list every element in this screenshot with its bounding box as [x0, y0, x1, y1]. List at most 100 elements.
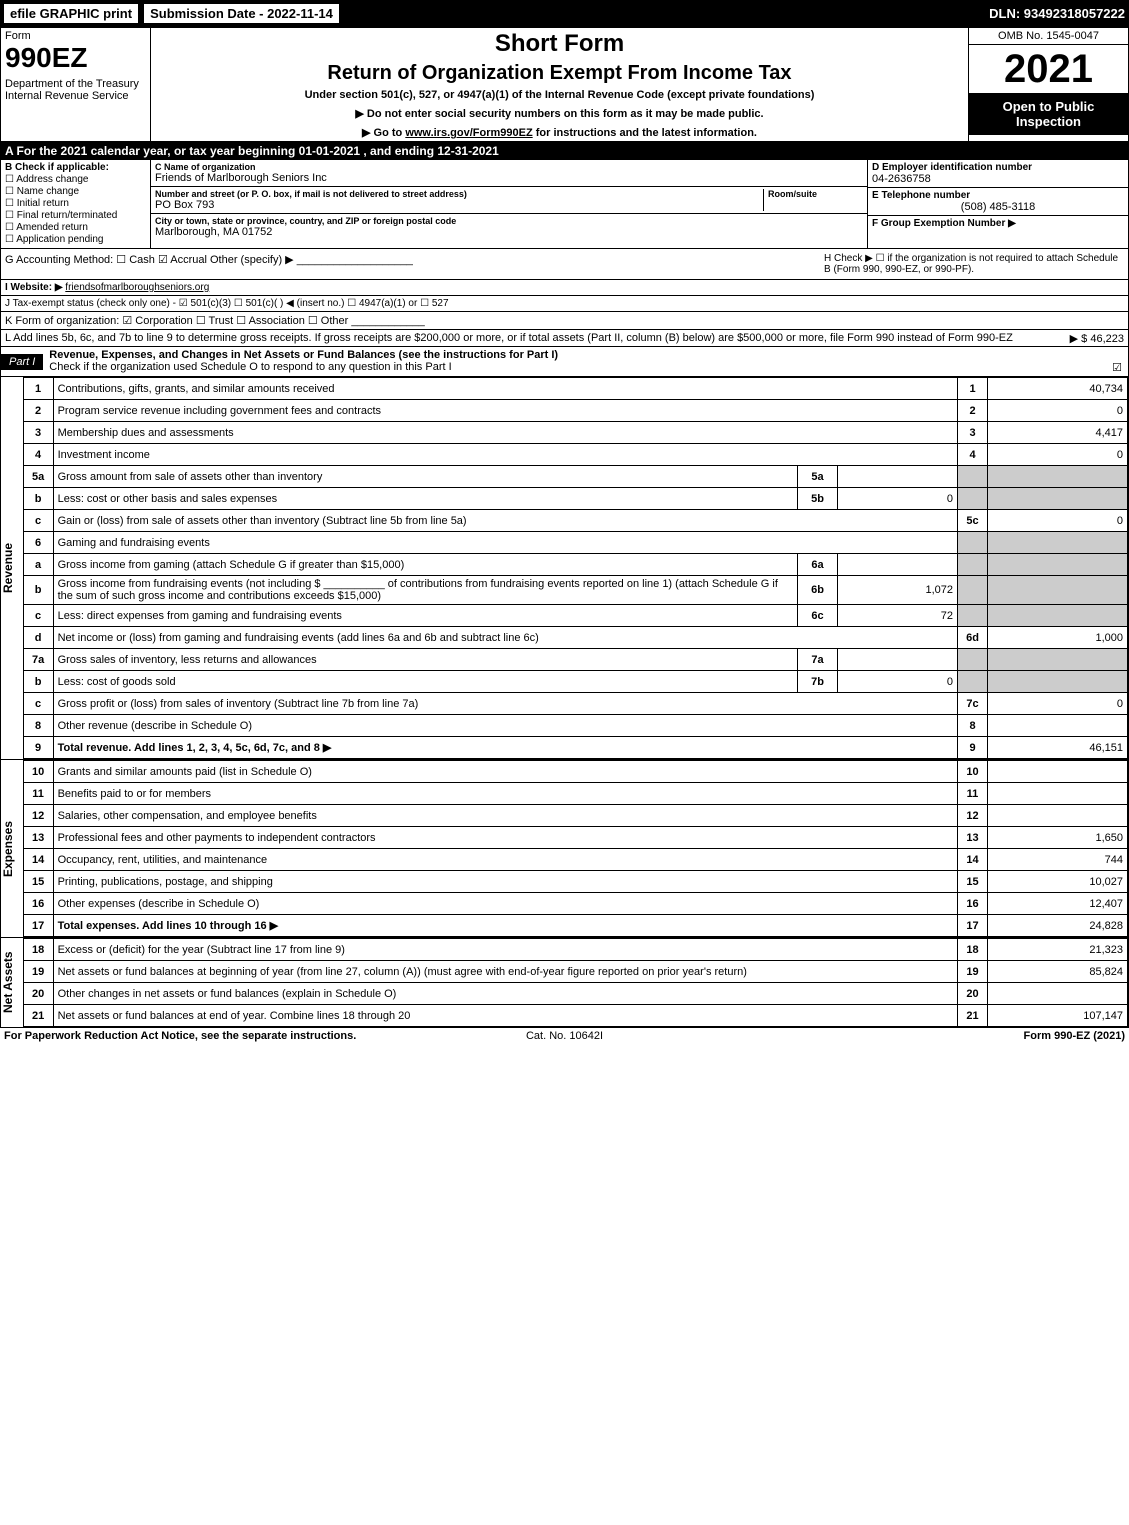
line-6d: dNet income or (loss) from gaming and fu…: [23, 627, 1127, 649]
chk-amended-return[interactable]: ☐ Amended return: [5, 222, 146, 233]
omb-number: OMB No. 1545-0047: [969, 28, 1128, 45]
tax-year: 2021: [969, 45, 1128, 93]
efile-label[interactable]: efile GRAPHIC print: [4, 4, 138, 23]
org-name-row: C Name of organization Friends of Marlbo…: [151, 160, 867, 187]
footer-left: For Paperwork Reduction Act Notice, see …: [4, 1030, 378, 1042]
section-e: E Telephone number (508) 485-3118: [868, 188, 1128, 216]
revenue-table: 1Contributions, gifts, grants, and simil…: [23, 377, 1128, 759]
line-6c: cLess: direct expenses from gaming and f…: [23, 605, 1127, 627]
line-a: A For the 2021 calendar year, or tax yea…: [1, 142, 1128, 160]
row-j: J Tax-exempt status (check only one) - ☑…: [1, 296, 1128, 312]
line-5c: cGain or (loss) from sale of assets othe…: [23, 510, 1127, 532]
instruct2-pre: ▶ Go to: [362, 127, 405, 139]
section-d: D Employer identification number 04-2636…: [868, 160, 1128, 188]
form-container: Form 990EZ Department of the Treasury In…: [0, 27, 1129, 1028]
line-1: 1Contributions, gifts, grants, and simil…: [23, 378, 1127, 400]
group-exemption-label: F Group Exemption Number ▶: [872, 218, 1124, 229]
part1-header: Part I Revenue, Expenses, and Changes in…: [1, 347, 1128, 377]
line-6a: aGross income from gaming (attach Schedu…: [23, 554, 1127, 576]
department: Department of the Treasury Internal Reve…: [5, 78, 146, 102]
chk-application-pending[interactable]: ☐ Application pending: [5, 234, 146, 245]
city: Marlborough, MA 01752: [155, 226, 863, 238]
chk-initial-return[interactable]: ☐ Initial return: [5, 198, 146, 209]
part1-check-line: Check if the organization used Schedule …: [49, 361, 451, 373]
top-bar: efile GRAPHIC print Submission Date - 20…: [0, 0, 1129, 27]
part1-title: Revenue, Expenses, and Changes in Net As…: [49, 349, 558, 361]
section-bcdef: B Check if applicable: ☐ Address change …: [1, 160, 1128, 249]
line-17: 17Total expenses. Add lines 10 through 1…: [23, 915, 1127, 937]
line-7b: bLess: cost of goods sold7b0: [23, 671, 1127, 693]
dln-label: DLN: 93492318057222: [989, 6, 1125, 21]
org-name-label: C Name of organization: [155, 162, 863, 172]
row-l-value: ▶ $ 46,223: [1070, 332, 1124, 345]
line-9: 9Total revenue. Add lines 1, 2, 3, 4, 5c…: [23, 737, 1127, 759]
footer: For Paperwork Reduction Act Notice, see …: [0, 1028, 1129, 1044]
row-g: G Accounting Method: ☐ Cash ☑ Accrual Ot…: [5, 253, 824, 275]
line-7a: 7aGross sales of inventory, less returns…: [23, 649, 1127, 671]
section-b: B Check if applicable: ☐ Address change …: [1, 160, 151, 248]
line-11: 11Benefits paid to or for members11: [23, 783, 1127, 805]
row-l: L Add lines 5b, 6c, and 7b to line 9 to …: [1, 330, 1128, 347]
subtitle: Under section 501(c), 527, or 4947(a)(1)…: [159, 89, 960, 101]
part1-check[interactable]: ☑: [1112, 361, 1122, 374]
row-h: H Check ▶ ☐ if the organization is not r…: [824, 253, 1124, 275]
phone-value: (508) 485-3118: [872, 201, 1124, 213]
ein-label: D Employer identification number: [872, 162, 1124, 173]
room-label: Room/suite: [768, 189, 863, 199]
chk-name-change[interactable]: ☐ Name change: [5, 186, 146, 197]
return-title: Return of Organization Exempt From Incom…: [159, 62, 960, 85]
line-14: 14Occupancy, rent, utilities, and mainte…: [23, 849, 1127, 871]
header: Form 990EZ Department of the Treasury In…: [1, 28, 1128, 142]
line-13: 13Professional fees and other payments t…: [23, 827, 1127, 849]
section-def: D Employer identification number 04-2636…: [868, 160, 1128, 248]
address-label: Number and street (or P. O. box, if mail…: [155, 189, 763, 199]
line-6: 6Gaming and fundraising events: [23, 532, 1127, 554]
chk-final-return[interactable]: ☐ Final return/terminated: [5, 210, 146, 221]
line-19: 19Net assets or fund balances at beginni…: [23, 961, 1127, 983]
expenses-label: Expenses: [1, 760, 23, 937]
expenses-section: Expenses 10Grants and similar amounts pa…: [1, 760, 1128, 938]
line-2: 2Program service revenue including gover…: [23, 400, 1127, 422]
line-20: 20Other changes in net assets or fund ba…: [23, 983, 1127, 1005]
address-row: Number and street (or P. O. box, if mail…: [151, 187, 867, 214]
line-10: 10Grants and similar amounts paid (list …: [23, 761, 1127, 783]
line-12: 12Salaries, other compensation, and empl…: [23, 805, 1127, 827]
org-name: Friends of Marlborough Seniors Inc: [155, 172, 863, 184]
form-word: Form: [5, 30, 146, 42]
submission-date: Submission Date - 2022-11-14: [142, 2, 341, 25]
line-a-text: A For the 2021 calendar year, or tax yea…: [5, 144, 499, 158]
expenses-table: 10Grants and similar amounts paid (list …: [23, 760, 1128, 937]
header-right: OMB No. 1545-0047 2021 Open to Public In…: [968, 28, 1128, 141]
footer-center: Cat. No. 10642I: [378, 1030, 752, 1042]
line-8: 8Other revenue (describe in Schedule O)8: [23, 715, 1127, 737]
part1-tab: Part I: [1, 354, 43, 370]
section-c: C Name of organization Friends of Marlbo…: [151, 160, 868, 248]
section-f: F Group Exemption Number ▶: [868, 216, 1128, 231]
line-6b: bGross income from fundraising events (n…: [23, 576, 1127, 605]
line-18: 18Excess or (deficit) for the year (Subt…: [23, 939, 1127, 961]
instruct2-post: for instructions and the latest informat…: [533, 127, 757, 139]
short-form-title: Short Form: [159, 30, 960, 58]
section-b-label: B Check if applicable:: [5, 162, 146, 173]
website-label: I Website: ▶: [5, 282, 63, 293]
instruction-1: ▶ Do not enter social security numbers o…: [159, 107, 960, 120]
phone-label: E Telephone number: [872, 190, 1124, 201]
open-inspection: Open to Public Inspection: [969, 93, 1128, 135]
netassets-section: Net Assets 18Excess or (deficit) for the…: [1, 938, 1128, 1027]
chk-address-change[interactable]: ☐ Address change: [5, 174, 146, 185]
form-number: 990EZ: [5, 42, 146, 74]
line-4: 4Investment income40: [23, 444, 1127, 466]
row-k: K Form of organization: ☑ Corporation ☐ …: [1, 312, 1128, 330]
ein-value: 04-2636758: [872, 173, 1124, 185]
line-7c: cGross profit or (loss) from sales of in…: [23, 693, 1127, 715]
revenue-section: Revenue 1Contributions, gifts, grants, a…: [1, 377, 1128, 760]
netassets-label: Net Assets: [1, 938, 23, 1027]
header-center: Short Form Return of Organization Exempt…: [151, 28, 968, 141]
line-21: 21Net assets or fund balances at end of …: [23, 1005, 1127, 1027]
city-row: City or town, state or province, country…: [151, 214, 867, 240]
row-l-text: L Add lines 5b, 6c, and 7b to line 9 to …: [5, 332, 1013, 344]
line-5a: 5aGross amount from sale of assets other…: [23, 466, 1127, 488]
line-5b: bLess: cost or other basis and sales exp…: [23, 488, 1127, 510]
website-link[interactable]: friendsofmarlboroughseniors.org: [65, 282, 209, 293]
irs-link[interactable]: www.irs.gov/Form990EZ: [405, 127, 532, 139]
